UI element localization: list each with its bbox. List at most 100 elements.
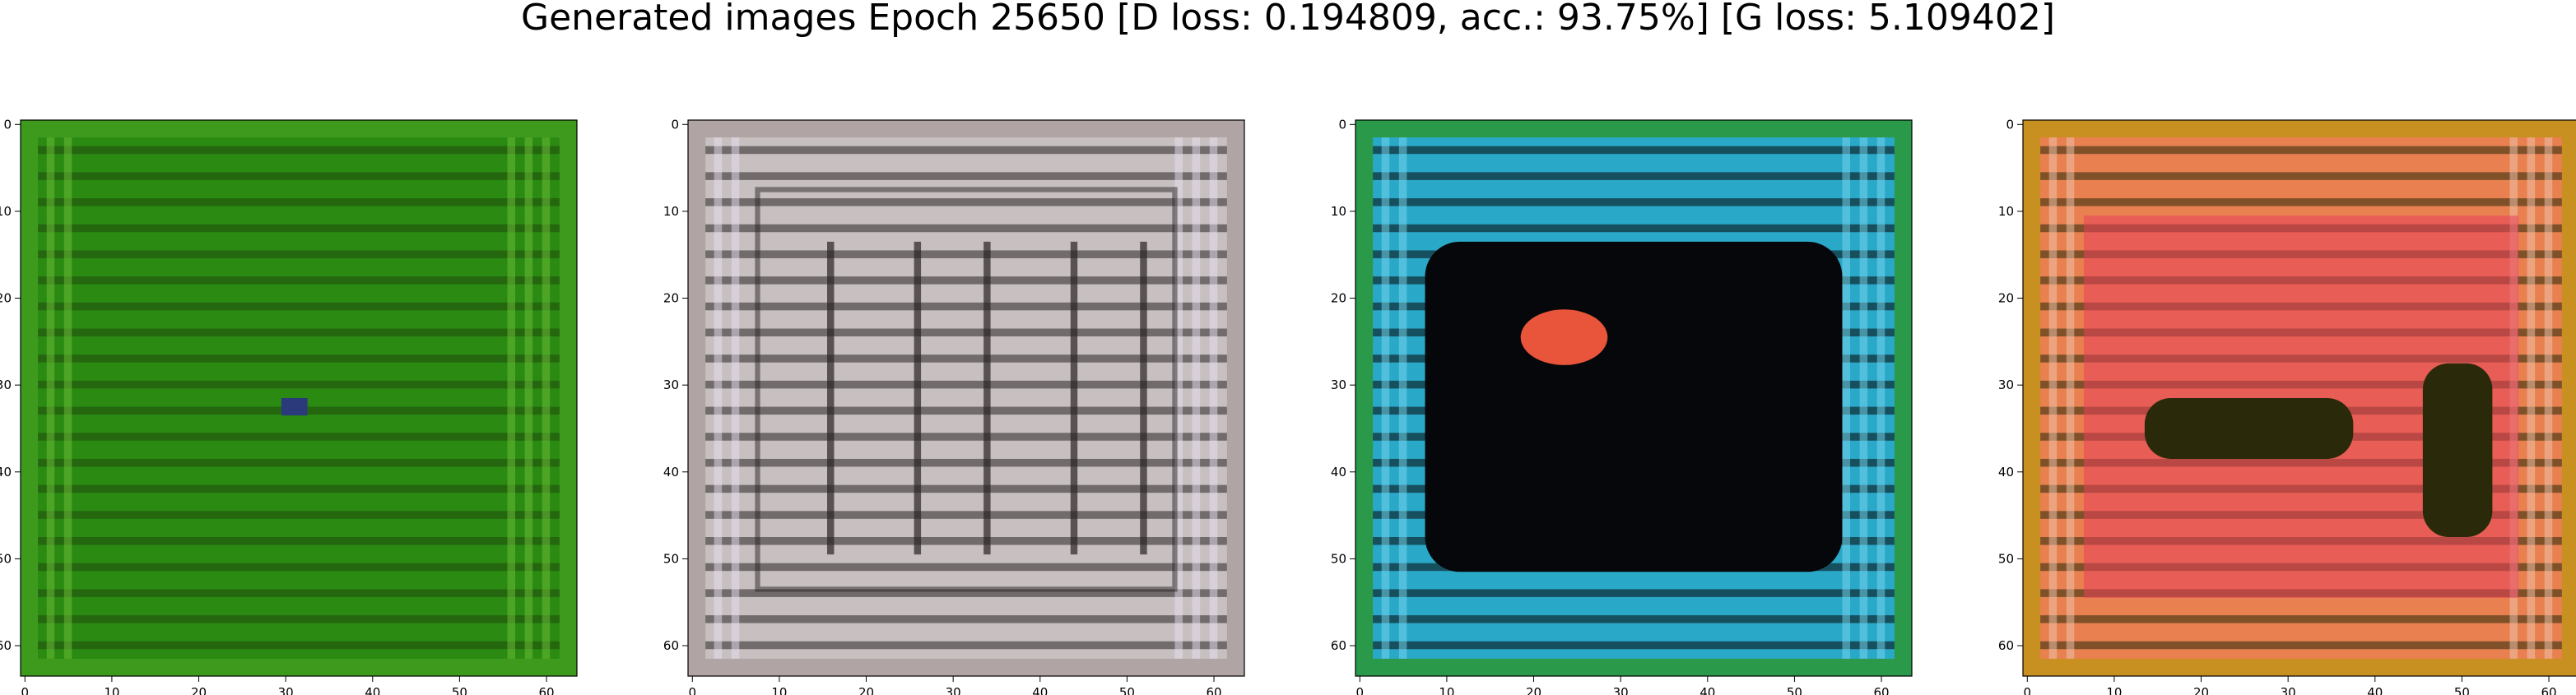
y-tick-label: 60 bbox=[1998, 638, 2014, 653]
x-tick-label: 30 bbox=[278, 685, 294, 695]
image-stripe bbox=[1209, 137, 1218, 659]
x-tick-label: 30 bbox=[2281, 685, 2296, 695]
image-stripe bbox=[705, 615, 1227, 623]
image-stripe bbox=[705, 563, 1227, 572]
image-stripe bbox=[705, 224, 1227, 233]
image-stripe bbox=[1373, 172, 1895, 180]
image-stripe bbox=[2040, 146, 2562, 155]
image-stripe bbox=[38, 615, 560, 623]
image-stripe bbox=[38, 537, 560, 545]
image-stripe bbox=[38, 458, 560, 467]
x-tick-label: 50 bbox=[1787, 685, 1802, 695]
image-stripe bbox=[1192, 137, 1201, 659]
image-stripe bbox=[705, 198, 1227, 206]
image-line bbox=[1140, 241, 1147, 555]
x-tick-label: 10 bbox=[771, 685, 787, 695]
y-tick-label: 0 bbox=[3, 117, 12, 132]
image-stripe bbox=[705, 406, 1227, 415]
y-tick-label: 0 bbox=[671, 117, 679, 132]
subplot-1: 0 10 20 30 40 50 60 0 10 20 30 40 50 60 bbox=[0, 117, 578, 695]
image-stripe bbox=[38, 250, 560, 258]
axes-frame bbox=[2022, 119, 2576, 677]
x-tick-label: 50 bbox=[452, 685, 467, 695]
image-stripe bbox=[46, 137, 55, 659]
image-blob bbox=[2144, 398, 2354, 459]
image-frame bbox=[755, 187, 1178, 592]
image-blob bbox=[2422, 363, 2493, 537]
y-tick-label: 40 bbox=[1998, 465, 2014, 480]
image-stripe bbox=[38, 328, 560, 337]
image-stripe bbox=[38, 589, 560, 597]
y-tick-label: 10 bbox=[663, 204, 679, 219]
x-tick-label: 40 bbox=[1032, 685, 1048, 695]
figure-title: Generated images Epoch 25650 [D loss: 0.… bbox=[520, 0, 2056, 39]
y-tick-label: 50 bbox=[1331, 551, 1346, 566]
x-tick-label: 40 bbox=[1700, 685, 1715, 695]
x-tick-label: 40 bbox=[365, 685, 380, 695]
image-accent bbox=[1520, 309, 1608, 365]
y-tick-label: 20 bbox=[1998, 291, 2014, 306]
y-tick-label: 40 bbox=[0, 465, 12, 480]
x-tick-label: 0 bbox=[1356, 685, 1365, 695]
image-stripe bbox=[1859, 137, 1868, 659]
image-stripe bbox=[705, 589, 1227, 597]
image-stripe bbox=[705, 250, 1227, 258]
image-stripe bbox=[38, 224, 560, 233]
subplot-4: 0 10 20 30 40 50 60 0 10 20 30 40 50 60 bbox=[1998, 117, 2576, 695]
x-tick-label: 30 bbox=[946, 685, 961, 695]
image-stripe bbox=[1373, 589, 1895, 597]
y-tick-label: 20 bbox=[0, 291, 12, 306]
image-spot bbox=[281, 398, 308, 416]
image-plot-2: 0 10 20 30 40 50 60 0 10 20 30 40 50 60 bbox=[663, 117, 1245, 695]
image-stripe bbox=[1373, 641, 1895, 650]
y-tick-label: 40 bbox=[663, 465, 679, 480]
image-stripe bbox=[705, 641, 1227, 650]
image-stripe bbox=[1876, 137, 1886, 659]
image-stripe bbox=[705, 433, 1227, 441]
image-stripe bbox=[705, 380, 1227, 389]
image-stripe bbox=[1373, 224, 1895, 233]
image-stripe bbox=[38, 354, 560, 363]
x-tick-label: 30 bbox=[1613, 685, 1629, 695]
image-stripe bbox=[1174, 137, 1183, 659]
x-tick-label: 60 bbox=[1873, 685, 1889, 695]
image-stripe bbox=[731, 137, 740, 659]
x-tick-label: 10 bbox=[1439, 685, 1454, 695]
image-stripe bbox=[38, 380, 560, 389]
image-stripe bbox=[1373, 198, 1895, 206]
x-tick-label: 20 bbox=[191, 685, 207, 695]
x-tick-label: 60 bbox=[1206, 685, 1221, 695]
axes-frame bbox=[1355, 119, 1913, 677]
image-inner bbox=[705, 137, 1227, 659]
image-line bbox=[1070, 241, 1078, 555]
axes-frame bbox=[20, 119, 578, 677]
x-tick-label: 20 bbox=[858, 685, 874, 695]
image-stripe bbox=[1842, 137, 1851, 659]
y-tick-label: 60 bbox=[0, 638, 12, 653]
image-stripe bbox=[2527, 137, 2536, 659]
image-stripe bbox=[1373, 615, 1895, 623]
image-stripe bbox=[1381, 137, 1390, 659]
x-tick-label: 20 bbox=[2193, 685, 2209, 695]
image-stripe bbox=[714, 137, 723, 659]
y-tick-label: 10 bbox=[0, 204, 12, 219]
image-stripe bbox=[2040, 172, 2562, 180]
image-stripe bbox=[2040, 641, 2562, 650]
image-stripe bbox=[705, 484, 1227, 493]
y-tick-label: 30 bbox=[0, 378, 12, 392]
image-stripe bbox=[38, 172, 560, 180]
image-stripe bbox=[524, 137, 533, 659]
subplot-3: 0 10 20 30 40 50 60 0 10 20 30 40 50 60 bbox=[1331, 117, 1913, 695]
x-tick-label: 60 bbox=[2541, 685, 2556, 695]
image-stripe bbox=[705, 276, 1227, 285]
image-stripe bbox=[705, 302, 1227, 311]
y-tick-label: 0 bbox=[1338, 117, 1346, 132]
image-stripe bbox=[38, 302, 560, 311]
y-tick-label: 10 bbox=[1998, 204, 2014, 219]
x-tick-label: 60 bbox=[538, 685, 554, 695]
image-plot-1: 0 10 20 30 40 50 60 0 10 20 30 40 50 60 bbox=[0, 117, 578, 695]
y-tick-label: 40 bbox=[1331, 465, 1346, 480]
image-stripe bbox=[38, 198, 560, 206]
image-stripe bbox=[705, 172, 1227, 180]
y-tick-label: 30 bbox=[1331, 378, 1346, 392]
